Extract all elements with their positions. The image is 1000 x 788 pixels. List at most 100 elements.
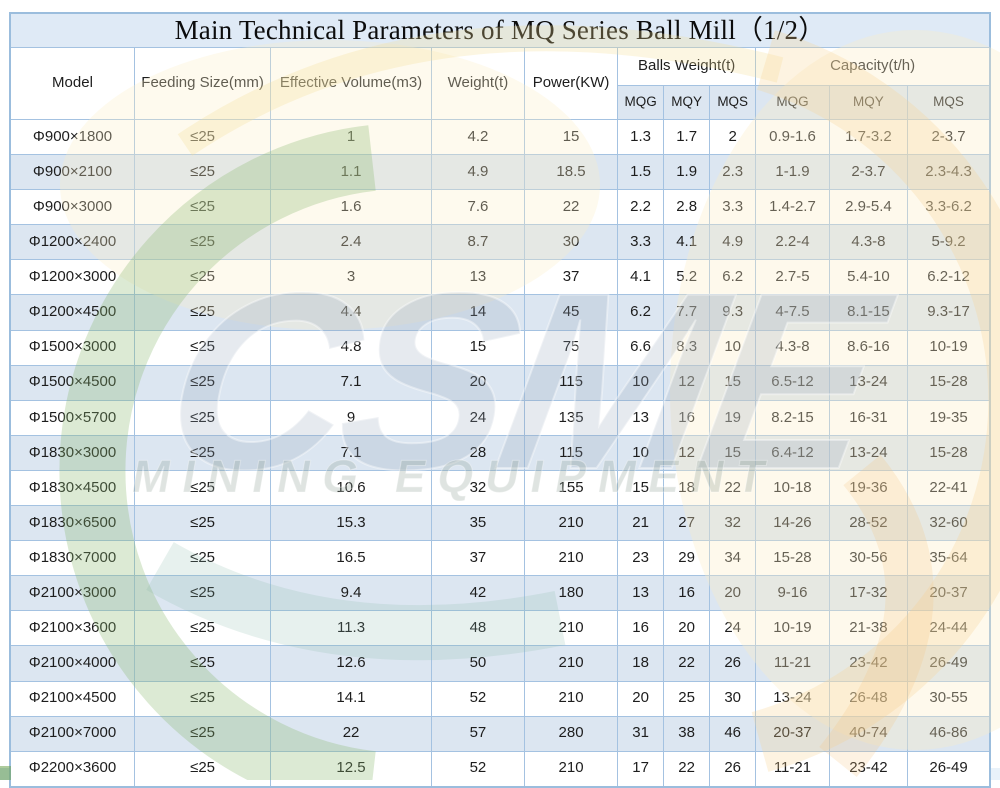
value-cell: 30-55 xyxy=(907,680,991,717)
model-cell: Φ2100×3000 xyxy=(9,575,135,612)
value-cell: 6.2-12 xyxy=(907,259,991,296)
table-row: Φ1200×4500 ≤25 4.4 14 45 6.2 7.7 9.3 4-7.5 8.1-15… xyxy=(9,294,991,331)
value-cell: 2.2-4 xyxy=(755,224,830,261)
value-cell: 20-37 xyxy=(907,575,991,612)
value-cell: 22 xyxy=(270,715,432,752)
value-cell: 4.1 xyxy=(663,224,711,261)
value-cell: 6.2 xyxy=(709,259,757,296)
value-cell: 8.6-16 xyxy=(828,329,909,366)
value-cell: 20 xyxy=(709,575,757,612)
value-cell: 19 xyxy=(709,399,757,436)
header-row-sub: MQG MQY MQS MQG MQY MQS xyxy=(10,85,991,120)
value-cell: 19-36 xyxy=(828,469,909,507)
value-cell: 15 xyxy=(709,434,757,471)
table-row: Φ1200×2400 ≤25 2.4 8.7 30 3.3 4.1 4.9 2.2-4 4.3-8… xyxy=(9,224,991,261)
col-header-model: Model xyxy=(9,47,135,120)
table-row: Φ900×2100 ≤25 1.1 4.9 18.5 1.5 1.9 2.3 1-1.9 2-3.… xyxy=(9,154,991,191)
header-row-main: Model Feeding Size(mm) Effective Volume(… xyxy=(9,47,991,120)
value-cell: ≤25 xyxy=(133,540,272,577)
value-cell: 25 xyxy=(663,680,711,717)
value-cell: 22 xyxy=(709,469,757,507)
value-cell: 280 xyxy=(523,715,619,752)
value-cell: 15 xyxy=(617,469,665,507)
value-cell: 2.2 xyxy=(617,189,665,226)
value-cell: 8.2-15 xyxy=(755,399,830,436)
value-cell: 1.7-3.2 xyxy=(828,118,909,156)
value-cell: 30 xyxy=(709,680,757,717)
value-cell: 3.3 xyxy=(617,224,665,261)
value-cell: 12.6 xyxy=(270,645,432,682)
value-cell: ≤25 xyxy=(133,189,272,226)
value-cell: 14.1 xyxy=(270,680,432,717)
value-cell: ≤25 xyxy=(133,224,272,261)
value-cell: ≤25 xyxy=(133,750,272,788)
value-cell: 17 xyxy=(617,750,665,788)
subcol-header-mqs: MQS xyxy=(709,85,757,120)
value-cell: 27 xyxy=(663,505,711,542)
table-row: Φ2100×4500 ≤25 14.1 52 210 20 25 30 13-24 26-48 30… xyxy=(9,680,991,717)
value-cell: 26 xyxy=(709,750,757,788)
model-cell: Φ2100×7000 xyxy=(9,715,135,752)
value-cell: 31 xyxy=(617,715,665,752)
value-cell: 0.9-1.6 xyxy=(755,118,830,156)
subcol-header-mqy: MQY xyxy=(828,85,909,120)
table-row: Φ1200×3000 ≤25 3 13 37 4.1 5.2 6.2 2.7-5 5.4-10 6.… xyxy=(9,259,991,296)
value-cell: 115 xyxy=(523,364,619,401)
value-cell: 26-48 xyxy=(828,680,909,717)
value-cell: 5.4-10 xyxy=(828,259,909,296)
col-header-effective-volume: Effective Volume(m3) xyxy=(270,47,432,120)
value-cell: 11.3 xyxy=(270,610,432,647)
value-cell: 23 xyxy=(617,540,665,577)
table-row: Φ1830×4500 ≤25 10.6 32 155 15 18 22 10-18 19-36 22… xyxy=(9,469,991,507)
value-cell: 30-56 xyxy=(828,540,909,577)
table-row: Φ900×3000 ≤25 1.6 7.6 22 2.2 2.8 3.3 1.4-2.7 2.9-… xyxy=(9,189,991,226)
value-cell: 135 xyxy=(523,399,619,436)
value-cell: 57 xyxy=(430,715,525,752)
value-cell: 40-74 xyxy=(828,715,909,752)
value-cell: 2 xyxy=(709,118,757,156)
value-cell: 30 xyxy=(523,224,619,261)
model-cell: Φ900×3000 xyxy=(9,189,135,226)
value-cell: 15-28 xyxy=(907,364,991,401)
value-cell: 20 xyxy=(430,364,525,401)
value-cell: 50 xyxy=(430,645,525,682)
value-cell: 3.3-6.2 xyxy=(907,189,991,226)
value-cell: ≤25 xyxy=(133,364,272,401)
value-cell: 2.8 xyxy=(663,189,711,226)
value-cell: 15.3 xyxy=(270,505,432,542)
table-row: Φ900×1800 ≤25 1 4.2 15 1.3 1.7 2 0.9-1.6 1.7-3.2 2… xyxy=(9,118,991,156)
value-cell: 20 xyxy=(663,610,711,647)
value-cell: 7.6 xyxy=(430,189,525,226)
value-cell: 7.1 xyxy=(270,364,432,401)
value-cell: 13-24 xyxy=(828,364,909,401)
table-row: Φ2100×7000 ≤25 22 57 280 31 38 46 20-37 40-74 46-8… xyxy=(9,715,991,752)
value-cell: 11-21 xyxy=(755,750,830,788)
value-cell: 10 xyxy=(617,364,665,401)
value-cell: 6.4-12 xyxy=(755,434,830,471)
model-cell: Φ1200×3000 xyxy=(9,259,135,296)
value-cell: 9.3-17 xyxy=(907,294,991,331)
value-cell: 52 xyxy=(430,680,525,717)
table-row: Φ1830×3000 ≤25 7.1 28 115 10 12 15 6.4-12 13-24 15… xyxy=(9,434,991,471)
value-cell: 115 xyxy=(523,434,619,471)
subcol-header-mqs: MQS xyxy=(907,85,991,120)
value-cell: 2.3-4.3 xyxy=(907,154,991,191)
value-cell: 35-64 xyxy=(907,540,991,577)
model-cell: Φ1500×4500 xyxy=(9,364,135,401)
value-cell: 42 xyxy=(430,575,525,612)
value-cell: 6.6 xyxy=(617,329,665,366)
col-header-power: Power(KW) xyxy=(523,47,619,120)
value-cell: 8.1-15 xyxy=(828,294,909,331)
value-cell: 4.8 xyxy=(270,329,432,366)
value-cell: 210 xyxy=(523,645,619,682)
value-cell: 37 xyxy=(430,540,525,577)
value-cell: 180 xyxy=(523,575,619,612)
value-cell: 2.4 xyxy=(270,224,432,261)
value-cell: 45 xyxy=(523,294,619,331)
value-cell: 17-32 xyxy=(828,575,909,612)
value-cell: 18.5 xyxy=(523,154,619,191)
value-cell: 18 xyxy=(663,469,711,507)
value-cell: 4.9 xyxy=(430,154,525,191)
value-cell: 4.3-8 xyxy=(755,329,830,366)
